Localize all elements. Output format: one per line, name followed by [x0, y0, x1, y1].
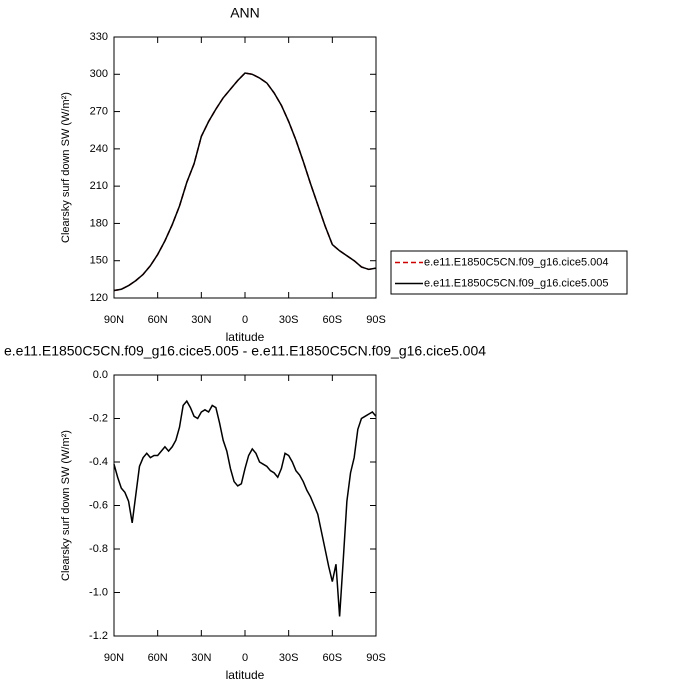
- plot-frame: [113, 36, 377, 299]
- x-tick-label: 90S: [366, 652, 386, 664]
- legend-box: [390, 250, 628, 295]
- y-axis-label: Clearsky surf down SW (W/m²): [60, 92, 72, 243]
- y-tick-label: -0.8: [89, 543, 108, 555]
- y-tick-label: 240: [90, 143, 108, 155]
- y-tick-label: -1.0: [89, 586, 108, 598]
- y-tick-label: 330: [90, 31, 108, 43]
- y-tick-label: -0.6: [89, 499, 108, 511]
- x-tick-label: 60N: [148, 652, 168, 664]
- y-tick-label: -1.2: [89, 630, 108, 642]
- plot-frame: [113, 374, 377, 637]
- data-line: [113, 72, 377, 292]
- x-tick-label: 60S: [323, 652, 343, 664]
- y-tick-label: 180: [90, 217, 108, 229]
- y-tick-label: 0.0: [93, 369, 108, 381]
- y-axis-label: Clearsky surf down SW (W/m²): [60, 430, 72, 581]
- data-line: [113, 72, 377, 292]
- x-tick-label: 30S: [279, 652, 299, 664]
- x-axis-label: latitude: [226, 330, 265, 344]
- x-tick-label: 30N: [191, 652, 211, 664]
- y-tick-label: 300: [90, 68, 108, 80]
- y-tick-label: 270: [90, 105, 108, 117]
- data-line: [113, 399, 377, 617]
- x-tick-label: 60N: [148, 314, 168, 326]
- chart-title: e.e11.E1850C5CN.f09_g16.cice5.005 - e.e1…: [4, 343, 486, 359]
- y-tick-label: 210: [90, 180, 108, 192]
- x-tick-label: 0: [242, 652, 248, 664]
- x-axis-label: latitude: [226, 668, 265, 682]
- y-tick-label: 150: [90, 255, 108, 267]
- legend-label: e.e11.E1850C5CN.f09_g16.cice5.005: [424, 277, 609, 289]
- x-tick-label: 90N: [104, 652, 124, 664]
- legend-label: e.e11.E1850C5CN.f09_g16.cice5.004: [424, 256, 609, 268]
- x-tick-label: 90N: [104, 314, 124, 326]
- y-tick-label: 120: [90, 292, 108, 304]
- x-tick-label: 30S: [279, 314, 299, 326]
- y-tick-label: -0.4: [89, 456, 108, 468]
- y-tick-label: -0.2: [89, 412, 108, 424]
- chart-title: ANN: [230, 5, 260, 21]
- x-tick-label: 90S: [366, 314, 386, 326]
- x-tick-label: 0: [242, 314, 248, 326]
- x-tick-label: 30N: [191, 314, 211, 326]
- x-tick-label: 60S: [323, 314, 343, 326]
